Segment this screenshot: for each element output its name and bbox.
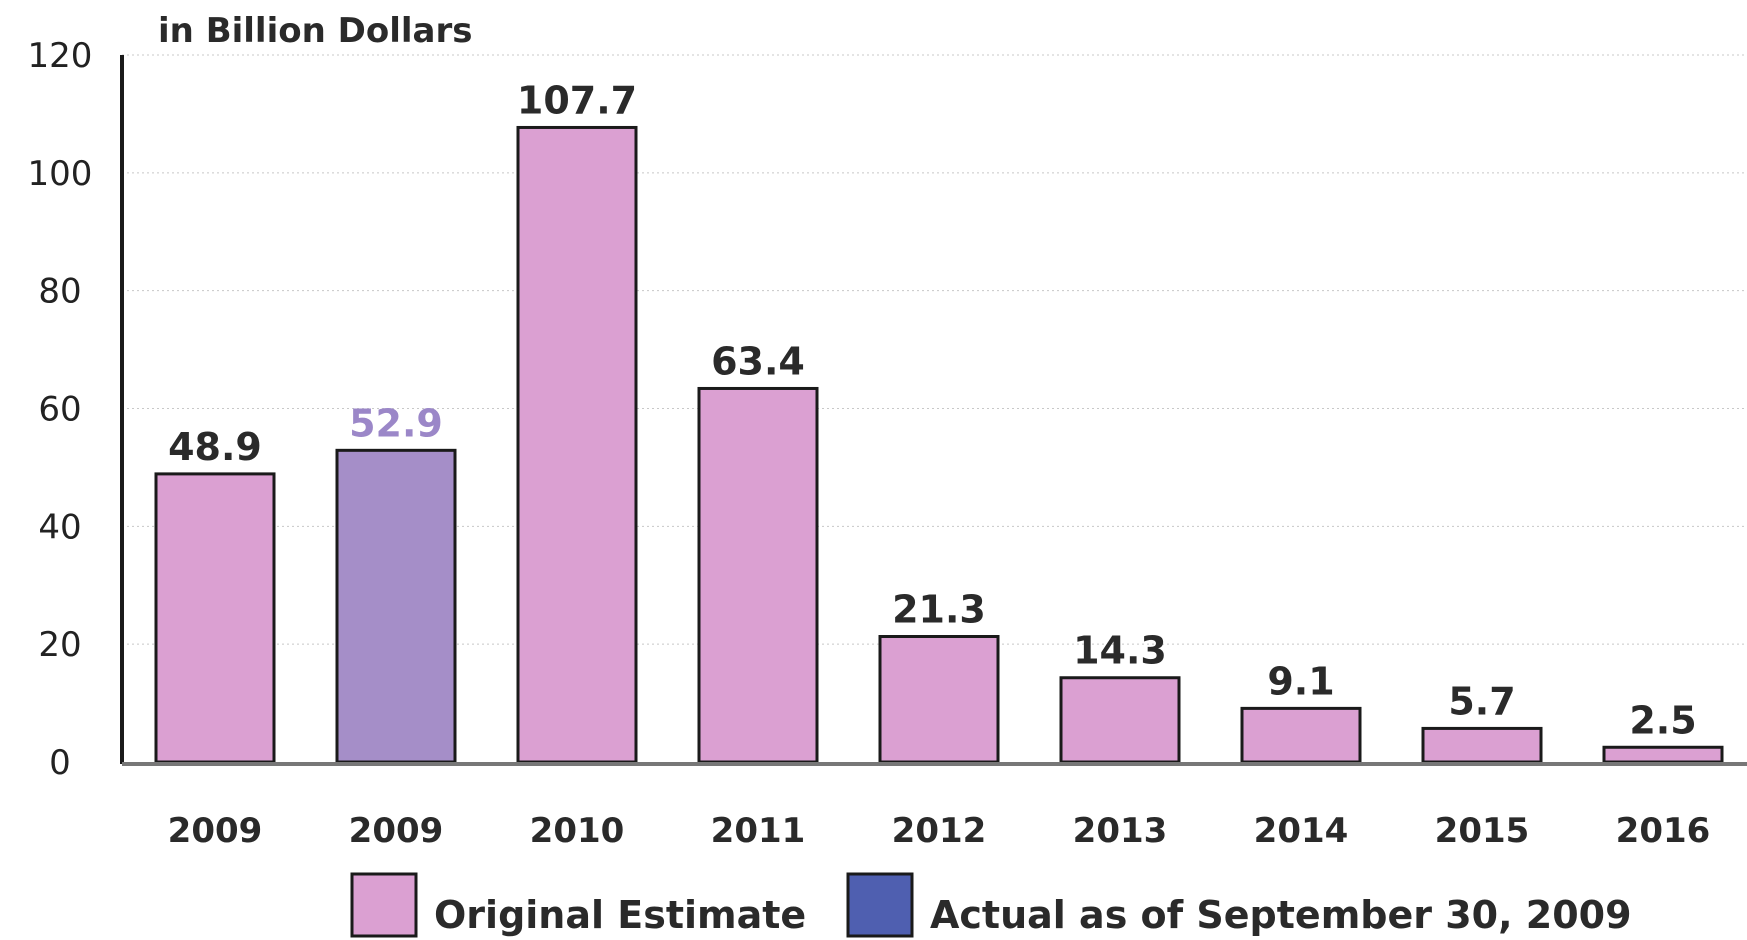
data-label: 2.5 — [1629, 698, 1696, 742]
y-axis-unit-label: in Billion Dollars — [158, 11, 472, 51]
x-tick-label: 2014 — [1254, 811, 1349, 851]
data-label: 14.3 — [1073, 629, 1167, 673]
x-tick-label: 2009 — [168, 811, 263, 851]
bar-original-estimate-2011 — [697, 386, 819, 764]
data-label: 9.1 — [1267, 659, 1334, 703]
data-label: 52.9 — [349, 401, 443, 445]
x-tick-label: 2013 — [1073, 811, 1168, 851]
legend-label: Actual as of September 30, 2009 — [930, 893, 1632, 937]
bar-original-estimate-2012 — [878, 635, 1000, 764]
labels: 48.9 2009 52.9 2009 107.7 2010 63.4 2011 21.3 201… — [168, 78, 1711, 851]
x-tick-label: 2016 — [1616, 811, 1711, 851]
x-tick-label: 2015 — [1435, 811, 1530, 851]
y-tick-label: 20 — [38, 625, 81, 665]
legend-swatch — [846, 872, 914, 938]
legend-swatch — [350, 872, 418, 938]
axes: 0 20 40 60 80 100 120 — [28, 36, 1747, 783]
bar-actual-2009 — [335, 448, 457, 764]
x-tick-label: 2009 — [349, 811, 444, 851]
legend: Original Estimate Actual as of September … — [350, 872, 1632, 938]
y-tick-label: 100 — [28, 154, 93, 194]
data-label: 48.9 — [168, 425, 262, 469]
y-tick-label: 40 — [38, 507, 81, 547]
bar-original-estimate-2013 — [1059, 676, 1181, 764]
bar-original-estimate-2010 — [516, 125, 638, 764]
legend-label: Original Estimate — [434, 893, 806, 937]
x-tick-label: 2010 — [530, 811, 625, 851]
y-tick-label: 80 — [38, 272, 81, 312]
data-label: 5.7 — [1448, 679, 1515, 723]
bar-original-estimate-2016 — [1602, 745, 1724, 764]
x-tick-label: 2011 — [711, 811, 806, 851]
data-label: 107.7 — [517, 78, 637, 122]
x-tick-label: 2012 — [892, 811, 987, 851]
y-tick-label: 120 — [28, 36, 93, 76]
bar-original-estimate-2014 — [1240, 706, 1362, 764]
bar-original-estimate-2015 — [1421, 726, 1543, 764]
y-tick-label: 60 — [38, 390, 81, 430]
data-label: 21.3 — [892, 588, 986, 632]
bars — [154, 125, 1724, 764]
y-tick-label: 0 — [49, 743, 71, 783]
bar-original-estimate-2009 — [154, 472, 276, 764]
data-label: 63.4 — [711, 339, 805, 383]
